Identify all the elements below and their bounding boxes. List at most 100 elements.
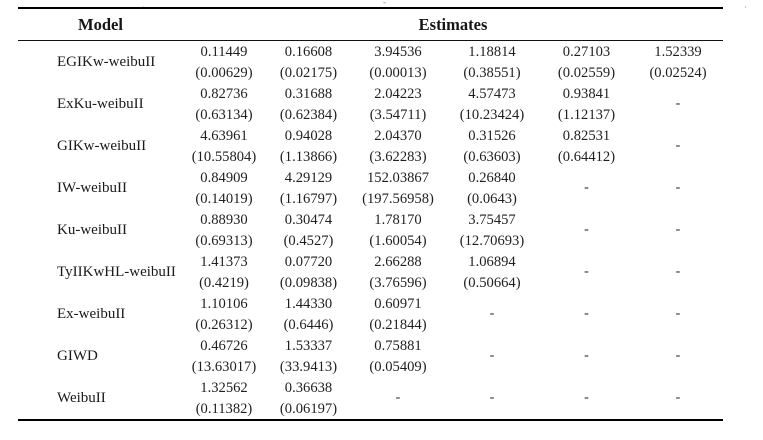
model-name: GIKw-weibuII: [57, 137, 147, 154]
table-row: GIWD 0.46726 (13.63017) 1.53337 (33.9413) 0.7…: [18, 335, 723, 377]
dash-placeholder: -: [675, 96, 681, 111]
empty-estimate-cell: -: [633, 335, 723, 377]
dash-placeholder: -: [584, 222, 589, 237]
estimate-std-error: (1.16797): [279, 190, 338, 207]
estimate-std-error: (0.0643): [467, 190, 517, 207]
estimate-value: 4.57473: [468, 86, 516, 102]
estimate-value: 0.11449: [200, 44, 248, 60]
estimate-value: 0.84909: [200, 170, 248, 186]
empty-estimate-cell: -: [444, 377, 540, 420]
estimates-column-header: Estimates: [183, 8, 724, 41]
estimate-value: 1.53337: [284, 338, 333, 354]
estimates-table: Model Estimates EGIKw-weibuII 0.11449 (0.0…: [18, 7, 724, 421]
header-row: Model Estimates: [18, 8, 724, 41]
model-name: Ku-weibuII: [57, 221, 127, 238]
dash-placeholder: -: [675, 138, 681, 153]
estimate-value: 3.75457: [468, 212, 516, 228]
empty-estimate-cell: -: [540, 209, 633, 251]
estimate-value: 0.82736: [200, 86, 248, 102]
estimate-cell: 0.82531 (0.64412): [540, 125, 633, 167]
estimate-cell: 0.93841 (1.12137): [540, 83, 633, 125]
estimate-std-error: (0.00629): [195, 64, 253, 81]
estimate-std-error: (12.70693): [459, 232, 525, 249]
estimate-cell: 0.27103 (0.02559): [540, 41, 633, 84]
model-name: WeibuII: [57, 389, 106, 406]
empty-estimate-cell: -: [444, 335, 540, 377]
estimate-value: 0.46726: [200, 338, 248, 354]
table-row: IW-weibuII 0.84909 (0.14019) 4.29129 (1.1679…: [18, 167, 723, 209]
estimate-cell: 0.75881 (0.05409): [352, 335, 444, 377]
table-row: ExKu-weibuII 0.82736 (0.63134) 0.31688 (0.62…: [18, 83, 723, 125]
table-row: Ex-weibuII 1.10106 (0.26312) 1.44330 (0.6446…: [18, 293, 723, 335]
empty-estimate-cell: -: [633, 209, 723, 251]
dash-placeholder: -: [675, 264, 681, 279]
estimate-value: 0.93841: [562, 86, 611, 102]
estimate-cell: 0.60971 (0.21844): [352, 293, 444, 335]
estimate-cell: 0.36638 (0.06197): [265, 377, 352, 420]
estimate-std-error: (0.05409): [369, 358, 427, 375]
empty-estimate-cell: -: [633, 167, 723, 209]
dash-placeholder: -: [675, 222, 681, 237]
estimate-value: 2.04223: [374, 86, 422, 102]
estimate-value: 152.03867: [366, 170, 430, 186]
empty-estimate-cell: -: [540, 377, 633, 420]
table-body: EGIKw-weibuII 0.11449 (0.00629) 0.16608 (0.0…: [18, 41, 723, 421]
estimate-value: 0.88930: [200, 212, 248, 228]
estimate-cell: 4.29129 (1.16797): [265, 167, 352, 209]
estimate-std-error: (13.63017): [191, 358, 257, 375]
estimate-cell: 2.04223 (3.54711): [352, 83, 444, 125]
estimate-value: 1.41373: [200, 254, 248, 270]
estimate-std-error: (33.9413): [279, 358, 338, 375]
dash-placeholder: -: [489, 390, 495, 405]
estimate-cell: 3.94536 (0.00013): [352, 41, 444, 84]
model-name: IW-weibuII: [57, 179, 127, 196]
estimate-value: 1.06894: [468, 254, 516, 270]
estimate-cell: 1.52339 (0.02524): [633, 41, 723, 84]
estimate-std-error: (0.09838): [279, 274, 338, 291]
empty-estimate-cell: -: [540, 251, 633, 293]
estimate-cell: 1.53337 (33.9413): [265, 335, 352, 377]
estimate-value: 0.31688: [284, 86, 333, 102]
table-row: WeibuII 1.32562 (0.11382) 0.36638 (0.06197) -…: [18, 377, 723, 420]
estimate-cell: 0.31526 (0.63603): [444, 125, 540, 167]
estimate-std-error: (0.02175): [279, 64, 338, 81]
empty-estimate-cell: -: [633, 293, 723, 335]
estimate-value: 4.29129: [284, 170, 333, 186]
estimate-value: 1.32562: [200, 380, 248, 396]
dash-placeholder: -: [584, 264, 589, 279]
estimate-cell: 4.63961 (10.55804): [183, 125, 265, 167]
estimate-std-error: (0.14019): [195, 190, 253, 207]
estimate-value: 0.30474: [284, 212, 333, 228]
model-name: GIWD: [57, 347, 98, 364]
estimate-cell: 1.78170 (1.60054): [352, 209, 444, 251]
estimate-std-error: (0.00013): [369, 64, 427, 81]
estimate-std-error: (0.11382): [195, 400, 253, 417]
estimate-std-error: (1.60054): [369, 232, 427, 249]
estimate-cell: 1.06894 (0.50664): [444, 251, 540, 293]
estimate-value: 0.82531: [562, 128, 611, 144]
estimate-value: 0.26840: [468, 170, 516, 186]
estimate-std-error: (0.64412): [557, 148, 616, 165]
estimate-std-error: (0.69313): [195, 232, 253, 249]
crop-artifact: ˏ: [744, 0, 747, 8]
estimate-value: 1.44330: [284, 296, 333, 312]
empty-estimate-cell: -: [633, 251, 723, 293]
dash-placeholder: -: [584, 306, 589, 321]
estimate-std-error: (0.63134): [195, 106, 253, 123]
estimate-value: 0.60971: [374, 296, 422, 312]
estimate-value: 0.75881: [374, 338, 422, 354]
estimate-cell: 1.44330 (0.6446): [265, 293, 352, 335]
estimate-value: 1.78170: [374, 212, 422, 228]
dash-placeholder: -: [675, 390, 681, 405]
empty-estimate-cell: -: [444, 293, 540, 335]
estimate-std-error: (0.50664): [463, 274, 521, 291]
model-name: ExKu-weibuII: [57, 95, 144, 112]
estimate-cell: 2.66288 (3.76596): [352, 251, 444, 293]
estimate-value: 0.94028: [284, 128, 333, 144]
estimate-cell: 4.57473 (10.23424): [444, 83, 540, 125]
estimate-std-error: (0.4527): [283, 232, 334, 249]
dash-placeholder: -: [584, 390, 589, 405]
estimate-cell: 1.41373 (0.4219): [183, 251, 265, 293]
estimate-std-error: (1.12137): [557, 106, 616, 123]
table-row: TyIIKwHL-weibuII 1.41373 (0.4219) 0.07720 (0…: [18, 251, 723, 293]
